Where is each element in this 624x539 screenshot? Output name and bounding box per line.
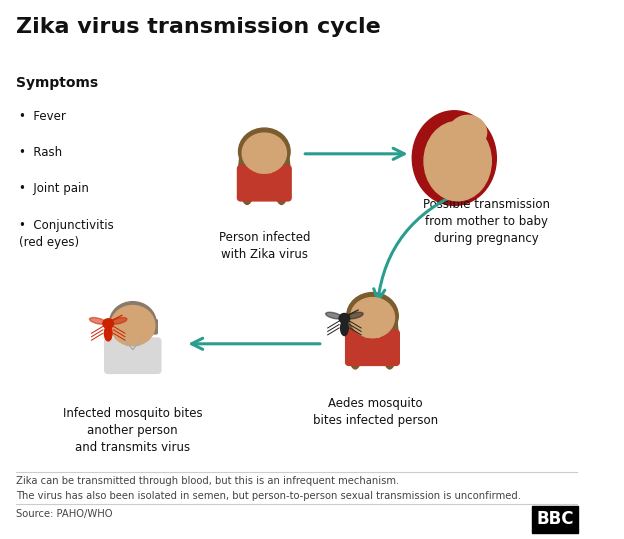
Text: Symptoms: Symptoms bbox=[16, 76, 98, 90]
Ellipse shape bbox=[110, 317, 127, 324]
Circle shape bbox=[110, 306, 155, 345]
Ellipse shape bbox=[347, 308, 364, 369]
Circle shape bbox=[350, 298, 394, 338]
Text: Zika can be transmitted through blood, but this is an infrequent mechanism.: Zika can be transmitted through blood, b… bbox=[16, 476, 399, 487]
FancyBboxPatch shape bbox=[105, 338, 161, 374]
Ellipse shape bbox=[238, 143, 256, 204]
Ellipse shape bbox=[412, 110, 496, 205]
Text: Person infected
with Zika virus: Person infected with Zika virus bbox=[218, 231, 310, 261]
FancyBboxPatch shape bbox=[257, 156, 271, 172]
Ellipse shape bbox=[381, 308, 398, 369]
Ellipse shape bbox=[347, 312, 363, 319]
Text: Zika virus transmission cycle: Zika virus transmission cycle bbox=[16, 17, 381, 37]
Text: •  Rash: • Rash bbox=[19, 147, 62, 160]
Text: Source: PAHO/WHO: Source: PAHO/WHO bbox=[16, 509, 112, 520]
Circle shape bbox=[103, 319, 114, 328]
Text: BBC: BBC bbox=[537, 510, 574, 528]
Ellipse shape bbox=[104, 326, 112, 341]
Text: Infected mosquito bites
another person
and transmits virus: Infected mosquito bites another person a… bbox=[63, 407, 203, 454]
Ellipse shape bbox=[424, 121, 491, 201]
FancyBboxPatch shape bbox=[109, 320, 157, 334]
Circle shape bbox=[347, 293, 398, 340]
FancyBboxPatch shape bbox=[238, 165, 291, 201]
FancyBboxPatch shape bbox=[365, 321, 380, 337]
Text: •  Fever: • Fever bbox=[19, 110, 66, 123]
Text: Aedes mosquito
bites infected person: Aedes mosquito bites infected person bbox=[313, 397, 438, 427]
Text: •  Conjunctivitis
(red eyes): • Conjunctivitis (red eyes) bbox=[19, 218, 114, 248]
Ellipse shape bbox=[89, 317, 105, 324]
FancyBboxPatch shape bbox=[125, 328, 140, 345]
Circle shape bbox=[109, 302, 156, 344]
Ellipse shape bbox=[326, 312, 342, 319]
FancyBboxPatch shape bbox=[346, 330, 399, 365]
Ellipse shape bbox=[273, 143, 290, 204]
Circle shape bbox=[242, 133, 286, 173]
Ellipse shape bbox=[431, 142, 472, 187]
Text: •  Joint pain: • Joint pain bbox=[19, 183, 89, 196]
Ellipse shape bbox=[341, 320, 348, 336]
Circle shape bbox=[449, 115, 487, 149]
Circle shape bbox=[238, 128, 290, 175]
Text: The virus has also been isolated in semen, but person-to-person sexual transmiss: The virus has also been isolated in seme… bbox=[16, 492, 521, 501]
Circle shape bbox=[339, 314, 349, 323]
Text: Possible transmission
from mother to baby
during pregnancy: Possible transmission from mother to bab… bbox=[423, 198, 550, 245]
Circle shape bbox=[465, 143, 484, 161]
